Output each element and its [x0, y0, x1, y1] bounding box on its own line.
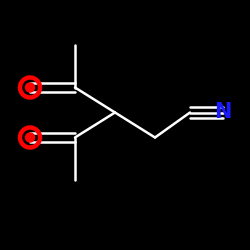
Circle shape [26, 133, 35, 142]
Circle shape [26, 83, 35, 92]
Text: N: N [214, 102, 231, 122]
